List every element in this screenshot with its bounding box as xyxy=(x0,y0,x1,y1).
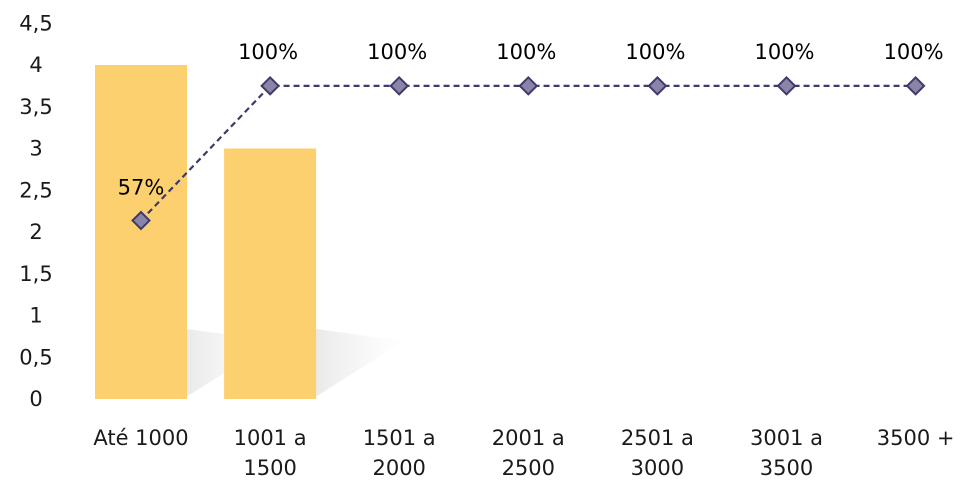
line-marker xyxy=(260,75,280,96)
line-layer xyxy=(131,75,926,231)
line-marker xyxy=(905,75,926,96)
x-category-label: 2001 a 2500 xyxy=(492,426,565,480)
y-tick-label: 1,5 xyxy=(19,262,52,286)
y-tick-label: 2,5 xyxy=(19,178,52,202)
data-label-layer: 57% 100% 100% 100% 100% 100% 100% xyxy=(118,40,944,200)
line-marker xyxy=(131,210,151,231)
y-tick-label: 4,5 xyxy=(19,11,52,35)
y-axis: 0 0,5 1 1,5 2 2,5 3 3,5 4 4,5 xyxy=(19,11,52,411)
bar xyxy=(224,148,317,399)
x-category-label: 3001 a 3500 xyxy=(750,426,823,480)
x-category-label: 2501 a 3000 xyxy=(621,426,694,480)
x-category-label: 3500 + xyxy=(877,426,955,450)
data-label: 57% xyxy=(118,176,165,200)
y-tick-label: 3,5 xyxy=(19,95,52,119)
line-marker xyxy=(647,75,668,96)
data-label: 100% xyxy=(754,40,814,64)
line-marker xyxy=(518,75,539,96)
x-axis: Até 1000 1001 a 1500 1501 a 2000 2001 a 2500 25… xyxy=(93,426,954,480)
y-tick-label: 1 xyxy=(29,304,42,328)
data-label: 100% xyxy=(884,40,944,64)
x-category-label: 1501 a 2000 xyxy=(363,426,436,480)
x-category-label: 1001 a 1500 xyxy=(234,426,307,480)
bar-layer xyxy=(95,65,317,399)
line-marker xyxy=(389,75,410,96)
y-tick-label: 0 xyxy=(29,387,42,411)
data-label: 100% xyxy=(238,40,298,64)
y-tick-label: 3 xyxy=(29,137,42,161)
y-tick-label: 4 xyxy=(29,53,42,77)
y-tick-label: 0,5 xyxy=(19,345,52,369)
data-label: 100% xyxy=(496,40,556,64)
line-marker xyxy=(776,75,797,96)
data-label: 100% xyxy=(367,40,427,64)
x-category-label: Até 1000 xyxy=(93,426,188,450)
data-label: 100% xyxy=(625,40,685,64)
bar xyxy=(95,65,187,399)
y-tick-label: 2 xyxy=(29,220,42,244)
